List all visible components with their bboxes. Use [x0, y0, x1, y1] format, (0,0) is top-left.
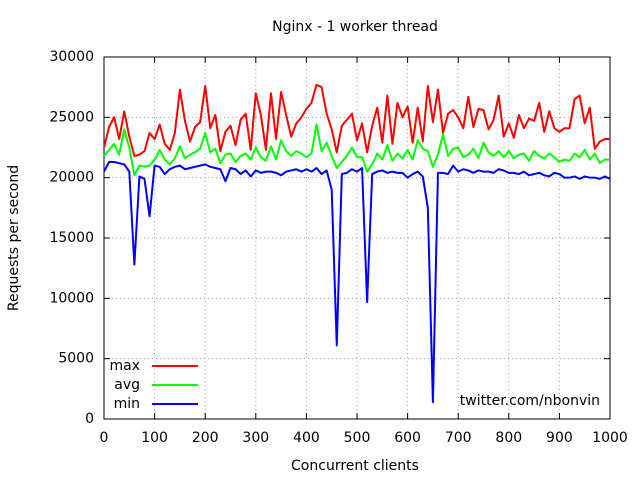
x-tick-label: 1000	[592, 430, 628, 446]
x-tick-label: 600	[394, 430, 421, 446]
series-line	[103, 123, 610, 177]
annotation: twitter.com/nbonvin	[460, 393, 600, 409]
x-tick-label: 100	[141, 430, 168, 446]
y-tick-label: 15000	[49, 230, 94, 246]
x-tick-label: 900	[546, 430, 573, 446]
series-line	[103, 160, 611, 404]
x-tick-label: 200	[192, 430, 219, 446]
x-tick-label: 500	[344, 430, 371, 446]
x-tick-label: 0	[100, 430, 109, 446]
y-tick-label: 30000	[49, 49, 94, 65]
y-tick-label: 5000	[58, 351, 94, 367]
y-tick-label: 25000	[49, 109, 94, 125]
y-tick-label: 0	[85, 411, 94, 427]
y-tick-label: 10000	[49, 290, 94, 306]
legend-label: min	[114, 396, 140, 412]
legend-label: max	[109, 358, 140, 374]
x-tick-label: 800	[495, 430, 522, 446]
x-tick-label: 300	[242, 430, 269, 446]
plot-border	[103, 56, 611, 420]
x-axis-label: Concurrent clients	[291, 458, 419, 474]
x-tick-label: 400	[293, 430, 320, 446]
chart-title: Nginx - 1 worker thread	[272, 19, 438, 35]
legend-label: avg	[114, 377, 140, 393]
x-tick-label: 700	[445, 430, 472, 446]
y-tick-label: 20000	[49, 170, 94, 186]
series-line	[103, 83, 610, 157]
y-axis-label: Requests per second	[6, 165, 22, 311]
